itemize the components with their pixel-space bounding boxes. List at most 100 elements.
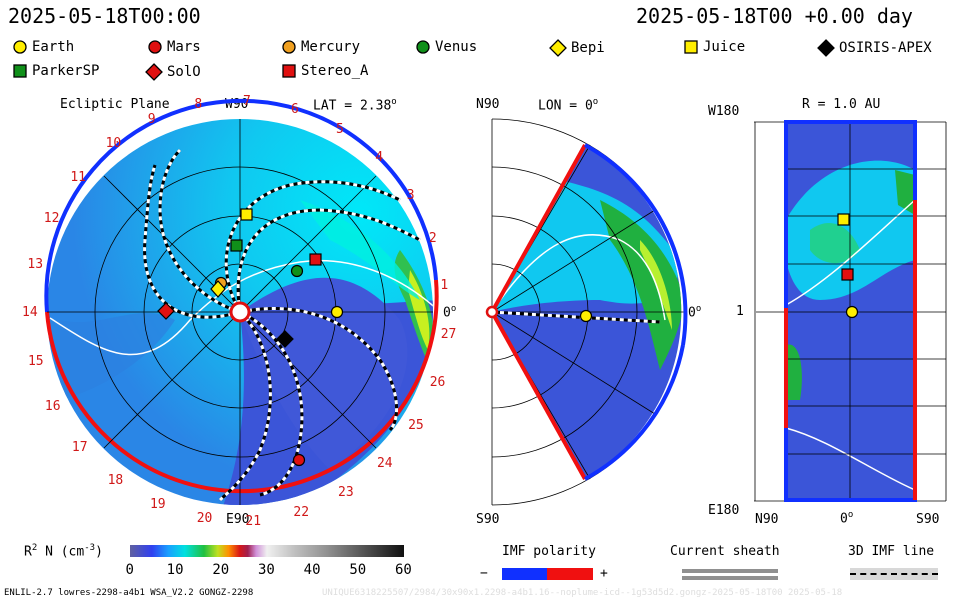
legend-item-bepi: Bepi: [549, 39, 605, 57]
venus-icon: [416, 40, 430, 54]
legend-label: OSIRIS-APEX: [839, 40, 932, 56]
colorbar-tick-label: 60: [395, 562, 412, 578]
imf-negative-swatch: [502, 568, 547, 580]
parkersp-marker: [230, 239, 243, 252]
imf-line-title: 3D IMF line: [848, 544, 935, 559]
sun-icon: [229, 301, 251, 323]
carrington-number: 2: [428, 231, 437, 247]
carrington-number: 21: [245, 513, 262, 529]
colorbar-tick-label: 30: [258, 562, 275, 578]
carrington-number: 3: [406, 187, 415, 203]
carrington-number: 7: [242, 94, 251, 110]
legend-label: Stereo_A: [301, 63, 369, 79]
legend-label: Mercury: [301, 39, 361, 55]
carrington-number: 1: [440, 278, 449, 294]
juice-marker: [837, 213, 850, 226]
legend-label: Mars: [167, 39, 201, 55]
radial-bottom-left: E180: [708, 503, 740, 518]
carrington-number: 23: [338, 485, 354, 501]
colorbar-label: R2 N (cm-3): [24, 543, 103, 560]
colorbar-tick-label: 40: [303, 562, 321, 578]
legend-item-juice: Juice: [683, 39, 745, 55]
carrington-number: 25: [408, 418, 424, 434]
legend-item-parkersp: ParkerSP: [12, 63, 99, 79]
juice-icon: [684, 40, 698, 54]
ecliptic-bottom-label: E90: [226, 512, 250, 527]
time-left: 2025-05-18T00:00: [8, 4, 201, 28]
bepi-icon: [549, 39, 567, 57]
legend-label: Juice: [703, 39, 746, 55]
bepi-marker: [210, 280, 226, 298]
juice-marker: [240, 208, 253, 221]
colorbar-tick-label: 0: [125, 562, 134, 578]
mars-marker: [292, 453, 306, 467]
legend-item-earth: Earth: [12, 39, 74, 55]
colorbar: [130, 545, 404, 557]
radial-top-left: W180: [708, 104, 740, 119]
current-sheath-title: Current sheath: [670, 544, 780, 559]
ecliptic-right-label: 0o: [443, 304, 457, 321]
carrington-number: 8: [194, 97, 203, 113]
stereo-a-marker: [309, 253, 322, 266]
ecliptic-title: Ecliptic Plane: [60, 97, 170, 112]
venus-marker: [290, 264, 304, 278]
legend-item-venus: Venus: [415, 39, 477, 55]
carrington-number: 24: [376, 455, 393, 471]
legend-item-mars: Mars: [147, 39, 201, 55]
imf-polarity-title: IMF polarity: [502, 544, 596, 559]
carrington-number: 16: [44, 399, 61, 415]
imf-positive-swatch: [547, 568, 593, 580]
legend-label: Venus: [435, 39, 478, 55]
carrington-number: 18: [107, 473, 124, 489]
parkersp-icon: [13, 64, 27, 78]
carrington-number: 17: [71, 439, 88, 455]
imf-polarity-minus: −: [480, 566, 488, 581]
legend-label: Bepi: [571, 40, 605, 56]
carrington-number: 15: [27, 353, 44, 369]
colorbar-tick-label: 10: [166, 562, 184, 578]
carrington-number: 19: [149, 497, 166, 513]
meridional-right-label: 0o: [688, 304, 702, 321]
carrington-number: 9: [147, 111, 156, 127]
carrington-number: 12: [43, 210, 60, 226]
imf-line-swatch: [850, 568, 938, 580]
meridional-top-label: N90: [476, 97, 500, 112]
legend-label: Earth: [32, 39, 75, 55]
earth-marker: [330, 305, 344, 319]
carrington-number: 27: [440, 327, 457, 343]
mars-icon: [148, 40, 162, 54]
stereo-a-marker: [841, 268, 854, 281]
legend-item-osiris-apex: OSIRIS-APEX: [817, 39, 932, 57]
carrington-number: 10: [105, 136, 122, 152]
stereo-a-icon: [282, 64, 296, 78]
current-sheath-swatch-b: [682, 576, 778, 580]
meridional-lon-label: LON = 0o: [538, 97, 599, 114]
time-right: 2025-05-18T00 +0.00 day: [636, 4, 913, 28]
meridional-bottom-label: S90: [476, 512, 500, 527]
carrington-number: 6: [291, 102, 299, 118]
earth-marker: [579, 309, 593, 323]
radial-x-right: S90: [916, 512, 940, 527]
radial-x-left: N90: [755, 512, 779, 527]
radial-mid-left: 1: [736, 304, 744, 319]
legend-item-solo: SolO: [145, 63, 201, 81]
colorbar-tick-label: 50: [349, 562, 367, 578]
radial-x-mid: 0o: [840, 510, 854, 527]
sun-icon: [485, 305, 499, 319]
carrington-number: 5: [335, 121, 344, 137]
mercury-icon: [282, 40, 296, 54]
earth-icon: [13, 40, 27, 54]
footer-left: ENLIL-2.7 lowres-2298-a4b1 WSA_V2.2 GONG…: [4, 588, 254, 598]
colorbar-tick-label: 20: [212, 562, 230, 578]
osiris-apex-icon: [817, 39, 835, 57]
current-sheath-swatch-a: [682, 569, 778, 573]
carrington-number: 13: [27, 256, 44, 272]
carrington-number: 20: [196, 511, 213, 527]
ecliptic-lat-label: LAT = 2.38o: [313, 97, 397, 114]
radial-title: R = 1.0 AU: [802, 97, 881, 112]
earth-marker: [845, 305, 859, 319]
carrington-number: 26: [429, 374, 446, 390]
